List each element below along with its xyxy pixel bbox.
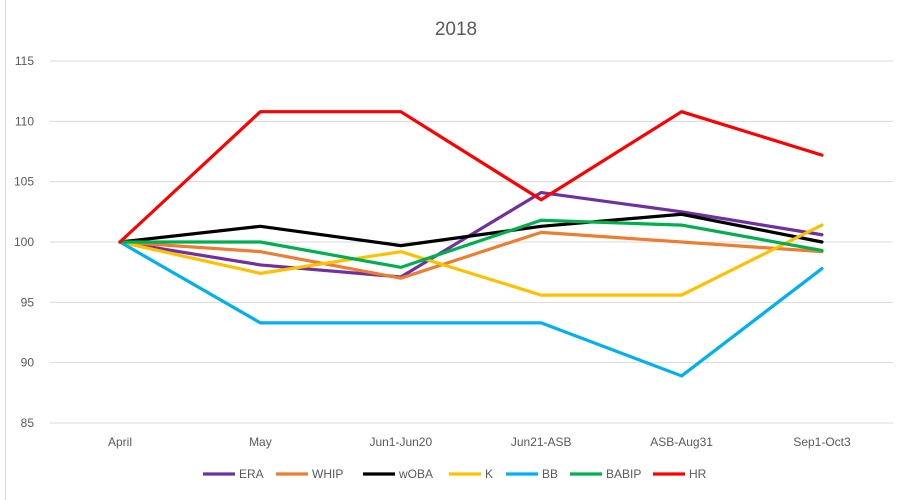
x-tick-label: Jun1-Jun20 bbox=[369, 435, 432, 449]
legend-label-bb: BB bbox=[542, 467, 558, 481]
series-line-bb bbox=[118, 240, 824, 378]
series-line-whip bbox=[118, 230, 824, 280]
y-tick-label: 90 bbox=[21, 356, 35, 370]
y-tick-label: 85 bbox=[21, 416, 35, 430]
legend-label-babip: BABIP bbox=[606, 467, 641, 481]
series-line-babip bbox=[118, 218, 824, 269]
y-tick-label: 105 bbox=[14, 175, 34, 189]
x-axis-tick-labels: April May Jun1-Jun20 Jun21-ASB ASB-Aug31 Sep1… bbox=[108, 435, 851, 449]
y-tick-label: 110 bbox=[15, 114, 34, 128]
x-tick-label: Jun21-ASB bbox=[511, 435, 572, 449]
legend: ERA WHIP wOBA K BB BABIP HR bbox=[203, 467, 707, 481]
series-line-woba bbox=[118, 212, 824, 248]
chart-title: 2018 bbox=[435, 19, 477, 40]
x-tick-label: April bbox=[108, 435, 132, 449]
left-border bbox=[5, 0, 6, 500]
series-line-hr bbox=[118, 110, 824, 244]
series-line-k bbox=[118, 223, 824, 297]
y-tick-label: 115 bbox=[15, 54, 34, 68]
gridlines bbox=[50, 60, 893, 424]
legend-label-k: K bbox=[485, 467, 493, 481]
y-tick-label: 95 bbox=[21, 295, 35, 309]
y-tick-label: 100 bbox=[14, 235, 34, 249]
legend-label-hr: HR bbox=[689, 467, 707, 481]
legend-label-era: ERA bbox=[239, 467, 264, 481]
legend-label-woba: wOBA bbox=[398, 467, 433, 481]
y-axis-tick-labels: 85 90 95 100 105 110 115 bbox=[14, 54, 34, 430]
x-tick-label: May bbox=[249, 435, 272, 449]
x-tick-label: Sep1-Oct3 bbox=[793, 435, 851, 449]
legend-label-whip: WHIP bbox=[312, 467, 343, 481]
x-tick-label: ASB-Aug31 bbox=[650, 435, 713, 449]
series-lines bbox=[118, 110, 824, 378]
